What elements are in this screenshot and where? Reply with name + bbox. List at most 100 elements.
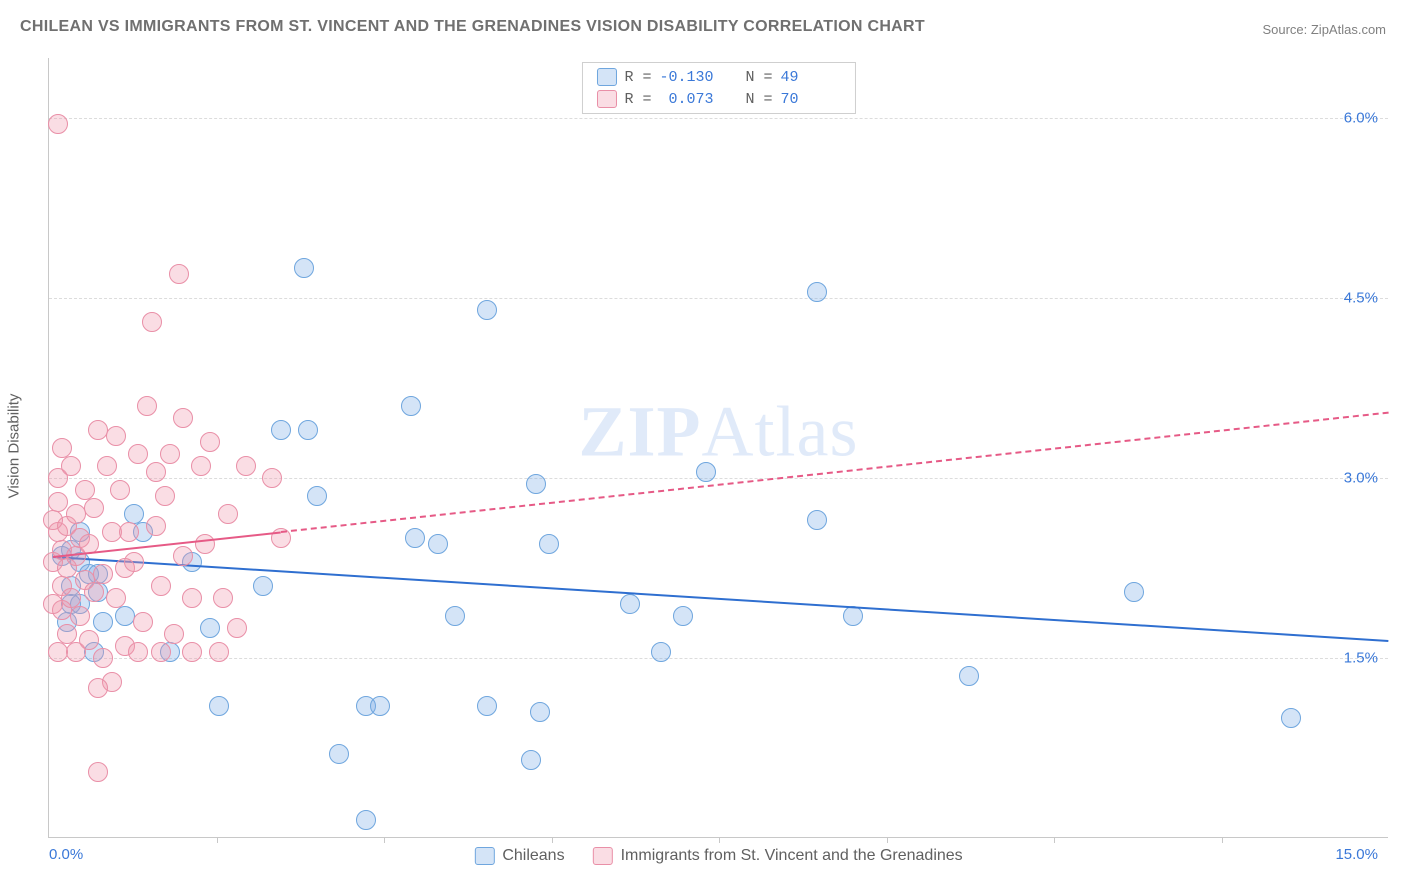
data-point (128, 444, 148, 464)
data-point (93, 648, 113, 668)
data-point (651, 642, 671, 662)
data-point (151, 642, 171, 662)
data-point (405, 528, 425, 548)
y-axis-label: Vision Disability (6, 394, 23, 499)
data-point (370, 696, 390, 716)
source-label: Source: ZipAtlas.com (1262, 22, 1386, 37)
gridline (49, 478, 1388, 479)
data-point (526, 474, 546, 494)
data-point (106, 426, 126, 446)
data-point (70, 606, 90, 626)
data-point (52, 438, 72, 458)
data-point (84, 582, 104, 602)
legend-swatch (596, 68, 616, 86)
data-point (209, 696, 229, 716)
regression-line (53, 556, 1389, 642)
gridline (49, 658, 1388, 659)
data-point (133, 612, 153, 632)
data-point (539, 534, 559, 554)
legend-item: Immigrants from St. Vincent and the Gren… (593, 847, 963, 865)
data-point (428, 534, 448, 554)
data-point (173, 546, 193, 566)
legend-label: Immigrants from St. Vincent and the Gren… (621, 847, 963, 865)
y-tick-label: 4.5% (1344, 290, 1378, 307)
y-tick-label: 3.0% (1344, 470, 1378, 487)
data-point (445, 606, 465, 626)
x-tick (1222, 837, 1223, 843)
x-tick (217, 837, 218, 843)
stat-r-value: 0.073 (660, 91, 720, 108)
data-point (88, 678, 108, 698)
data-point (155, 486, 175, 506)
data-point (195, 534, 215, 554)
data-point (329, 744, 349, 764)
data-point (200, 618, 220, 638)
data-point (43, 594, 63, 614)
data-point (173, 408, 193, 428)
data-point (213, 588, 233, 608)
data-point (79, 630, 99, 650)
data-point (1281, 708, 1301, 728)
stats-legend: R =-0.130 N =49R = 0.073 N =70 (581, 62, 855, 114)
data-point (356, 810, 376, 830)
data-point (530, 702, 550, 722)
data-point (146, 462, 166, 482)
stat-r-value: -0.130 (660, 69, 720, 86)
data-point (84, 498, 104, 518)
data-point (48, 642, 68, 662)
legend-swatch (596, 90, 616, 108)
data-point (93, 612, 113, 632)
data-point (843, 606, 863, 626)
data-point (57, 624, 77, 644)
data-point (807, 510, 827, 530)
stats-legend-row: R = 0.073 N =70 (582, 88, 854, 110)
data-point (160, 444, 180, 464)
data-point (298, 420, 318, 440)
data-point (137, 396, 157, 416)
x-tick (384, 837, 385, 843)
data-point (61, 456, 81, 476)
data-point (106, 588, 126, 608)
data-point (696, 462, 716, 482)
data-point (75, 480, 95, 500)
data-point (294, 258, 314, 278)
gridline (49, 298, 1388, 299)
x-axis-min-label: 0.0% (49, 846, 83, 863)
chart-title: CHILEAN VS IMMIGRANTS FROM ST. VINCENT A… (20, 18, 925, 36)
data-point (48, 492, 68, 512)
data-point (307, 486, 327, 506)
data-point (271, 420, 291, 440)
data-point (182, 642, 202, 662)
x-tick (552, 837, 553, 843)
data-point (236, 456, 256, 476)
watermark: ZIPAtlas (578, 390, 858, 473)
data-point (128, 642, 148, 662)
data-point (477, 696, 497, 716)
data-point (124, 504, 144, 524)
data-point (477, 300, 497, 320)
x-tick (887, 837, 888, 843)
data-point (151, 576, 171, 596)
data-point (1124, 582, 1144, 602)
data-point (146, 516, 166, 536)
data-point (119, 522, 139, 542)
data-point (209, 642, 229, 662)
data-point (61, 588, 81, 608)
x-tick (1054, 837, 1055, 843)
chart-plot-area: ZIPAtlas R =-0.130 N =49R = 0.073 N =70 … (48, 58, 1388, 838)
legend-swatch (474, 847, 494, 865)
gridline (49, 118, 1388, 119)
stat-n-label: N = (728, 91, 773, 108)
x-axis-max-label: 15.0% (1335, 846, 1378, 863)
data-point (191, 456, 211, 476)
data-point (253, 576, 273, 596)
data-point (93, 564, 113, 584)
legend-swatch (593, 847, 613, 865)
y-tick-label: 6.0% (1344, 110, 1378, 127)
data-point (401, 396, 421, 416)
data-point (262, 468, 282, 488)
data-point (164, 624, 184, 644)
data-point (182, 588, 202, 608)
data-point (959, 666, 979, 686)
series-legend: ChileansImmigrants from St. Vincent and … (474, 847, 962, 865)
